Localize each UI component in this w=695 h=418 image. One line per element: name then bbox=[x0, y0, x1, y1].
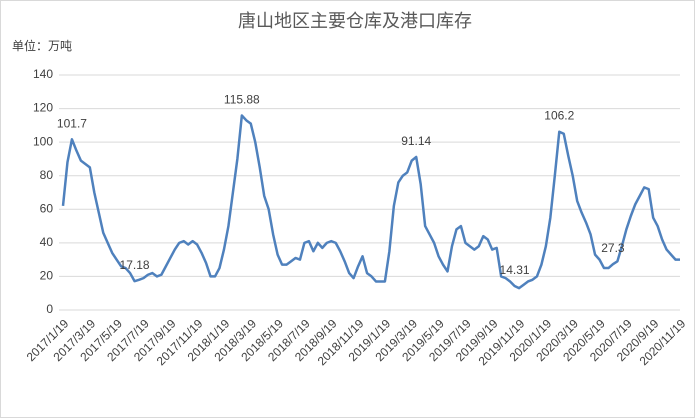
y-tick-label: 100 bbox=[33, 134, 53, 148]
data-line bbox=[61, 114, 680, 290]
chart-title: 唐山地区主要仓库及港口库存 bbox=[238, 11, 472, 31]
data-label: 101.7 bbox=[57, 116, 87, 130]
y-tick-label: 60 bbox=[40, 201, 54, 215]
y-tick-label: 0 bbox=[46, 302, 53, 316]
y-tick-label: 140 bbox=[33, 67, 53, 81]
unit-label: 单位：万吨 bbox=[12, 38, 72, 53]
data-label: 14.31 bbox=[500, 263, 530, 277]
y-tick-label: 80 bbox=[40, 168, 54, 182]
data-label: 106.2 bbox=[544, 109, 574, 123]
y-tick-label: 120 bbox=[33, 101, 53, 115]
data-label: 17.18 bbox=[120, 258, 150, 272]
data-label: 91.14 bbox=[401, 134, 431, 148]
data-label: 27.3 bbox=[601, 241, 625, 255]
y-tick-label: 20 bbox=[40, 269, 54, 283]
data-label: 115.88 bbox=[224, 92, 260, 106]
y-tick-label: 40 bbox=[40, 235, 54, 249]
